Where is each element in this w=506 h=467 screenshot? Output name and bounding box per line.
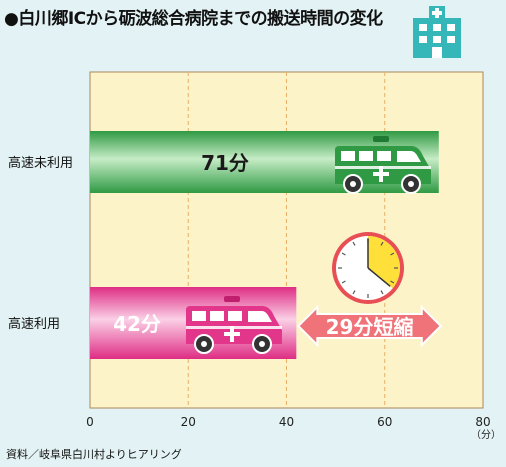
hospital-icon (413, 6, 461, 58)
clock-hand (367, 267, 391, 287)
bar-value-label: 42分 (113, 312, 161, 336)
window (210, 311, 224, 321)
clock-tick (352, 241, 356, 246)
bar-value-label: 71分 (201, 151, 249, 175)
clock-icon (332, 232, 404, 304)
siren-light (373, 136, 389, 142)
cross-mark (224, 326, 240, 342)
category-label: 高速利用 (8, 316, 60, 332)
siren-light (224, 296, 240, 302)
wheel-hub (259, 341, 265, 347)
x-tick-label: 40 (279, 415, 294, 429)
clock-tick (390, 252, 395, 256)
window (377, 151, 391, 161)
clock-tick (380, 290, 384, 295)
clock-tick (380, 241, 384, 246)
ambulance-icon (186, 296, 282, 354)
window (228, 311, 242, 321)
window (192, 311, 206, 321)
ambulance-icon (335, 136, 431, 194)
chart-title: ●白川郷ICから砺波総合病院までの搬送時間の変化 (4, 9, 383, 29)
savings-arrow-shape (296, 304, 443, 348)
category-label: 高速未利用 (8, 155, 73, 171)
clock-tick (352, 290, 356, 295)
x-tick-label: 0 (86, 415, 94, 429)
clock-tick (341, 280, 346, 284)
windshield (397, 151, 421, 162)
wheel-hub (350, 181, 356, 187)
wheel-hub (408, 181, 414, 187)
cross-mark (373, 166, 389, 182)
clock-saved-sector (368, 236, 401, 289)
window (341, 151, 355, 161)
x-tick-label: 20 (181, 415, 196, 429)
windshield (248, 311, 272, 322)
x-tick-label: 80 (475, 415, 490, 429)
clock-tick (390, 280, 395, 284)
wheel-hub (201, 341, 207, 347)
savings-arrow: 29分短縮 (296, 304, 443, 348)
x-axis-unit-label: （分） (471, 429, 501, 441)
clock-tick (341, 252, 346, 256)
x-tick-label: 60 (377, 415, 392, 429)
source-note: 資料／岐阜県白川村よりヒアリング (6, 448, 182, 461)
savings-label: 29分短縮 (326, 315, 414, 339)
window (359, 151, 373, 161)
